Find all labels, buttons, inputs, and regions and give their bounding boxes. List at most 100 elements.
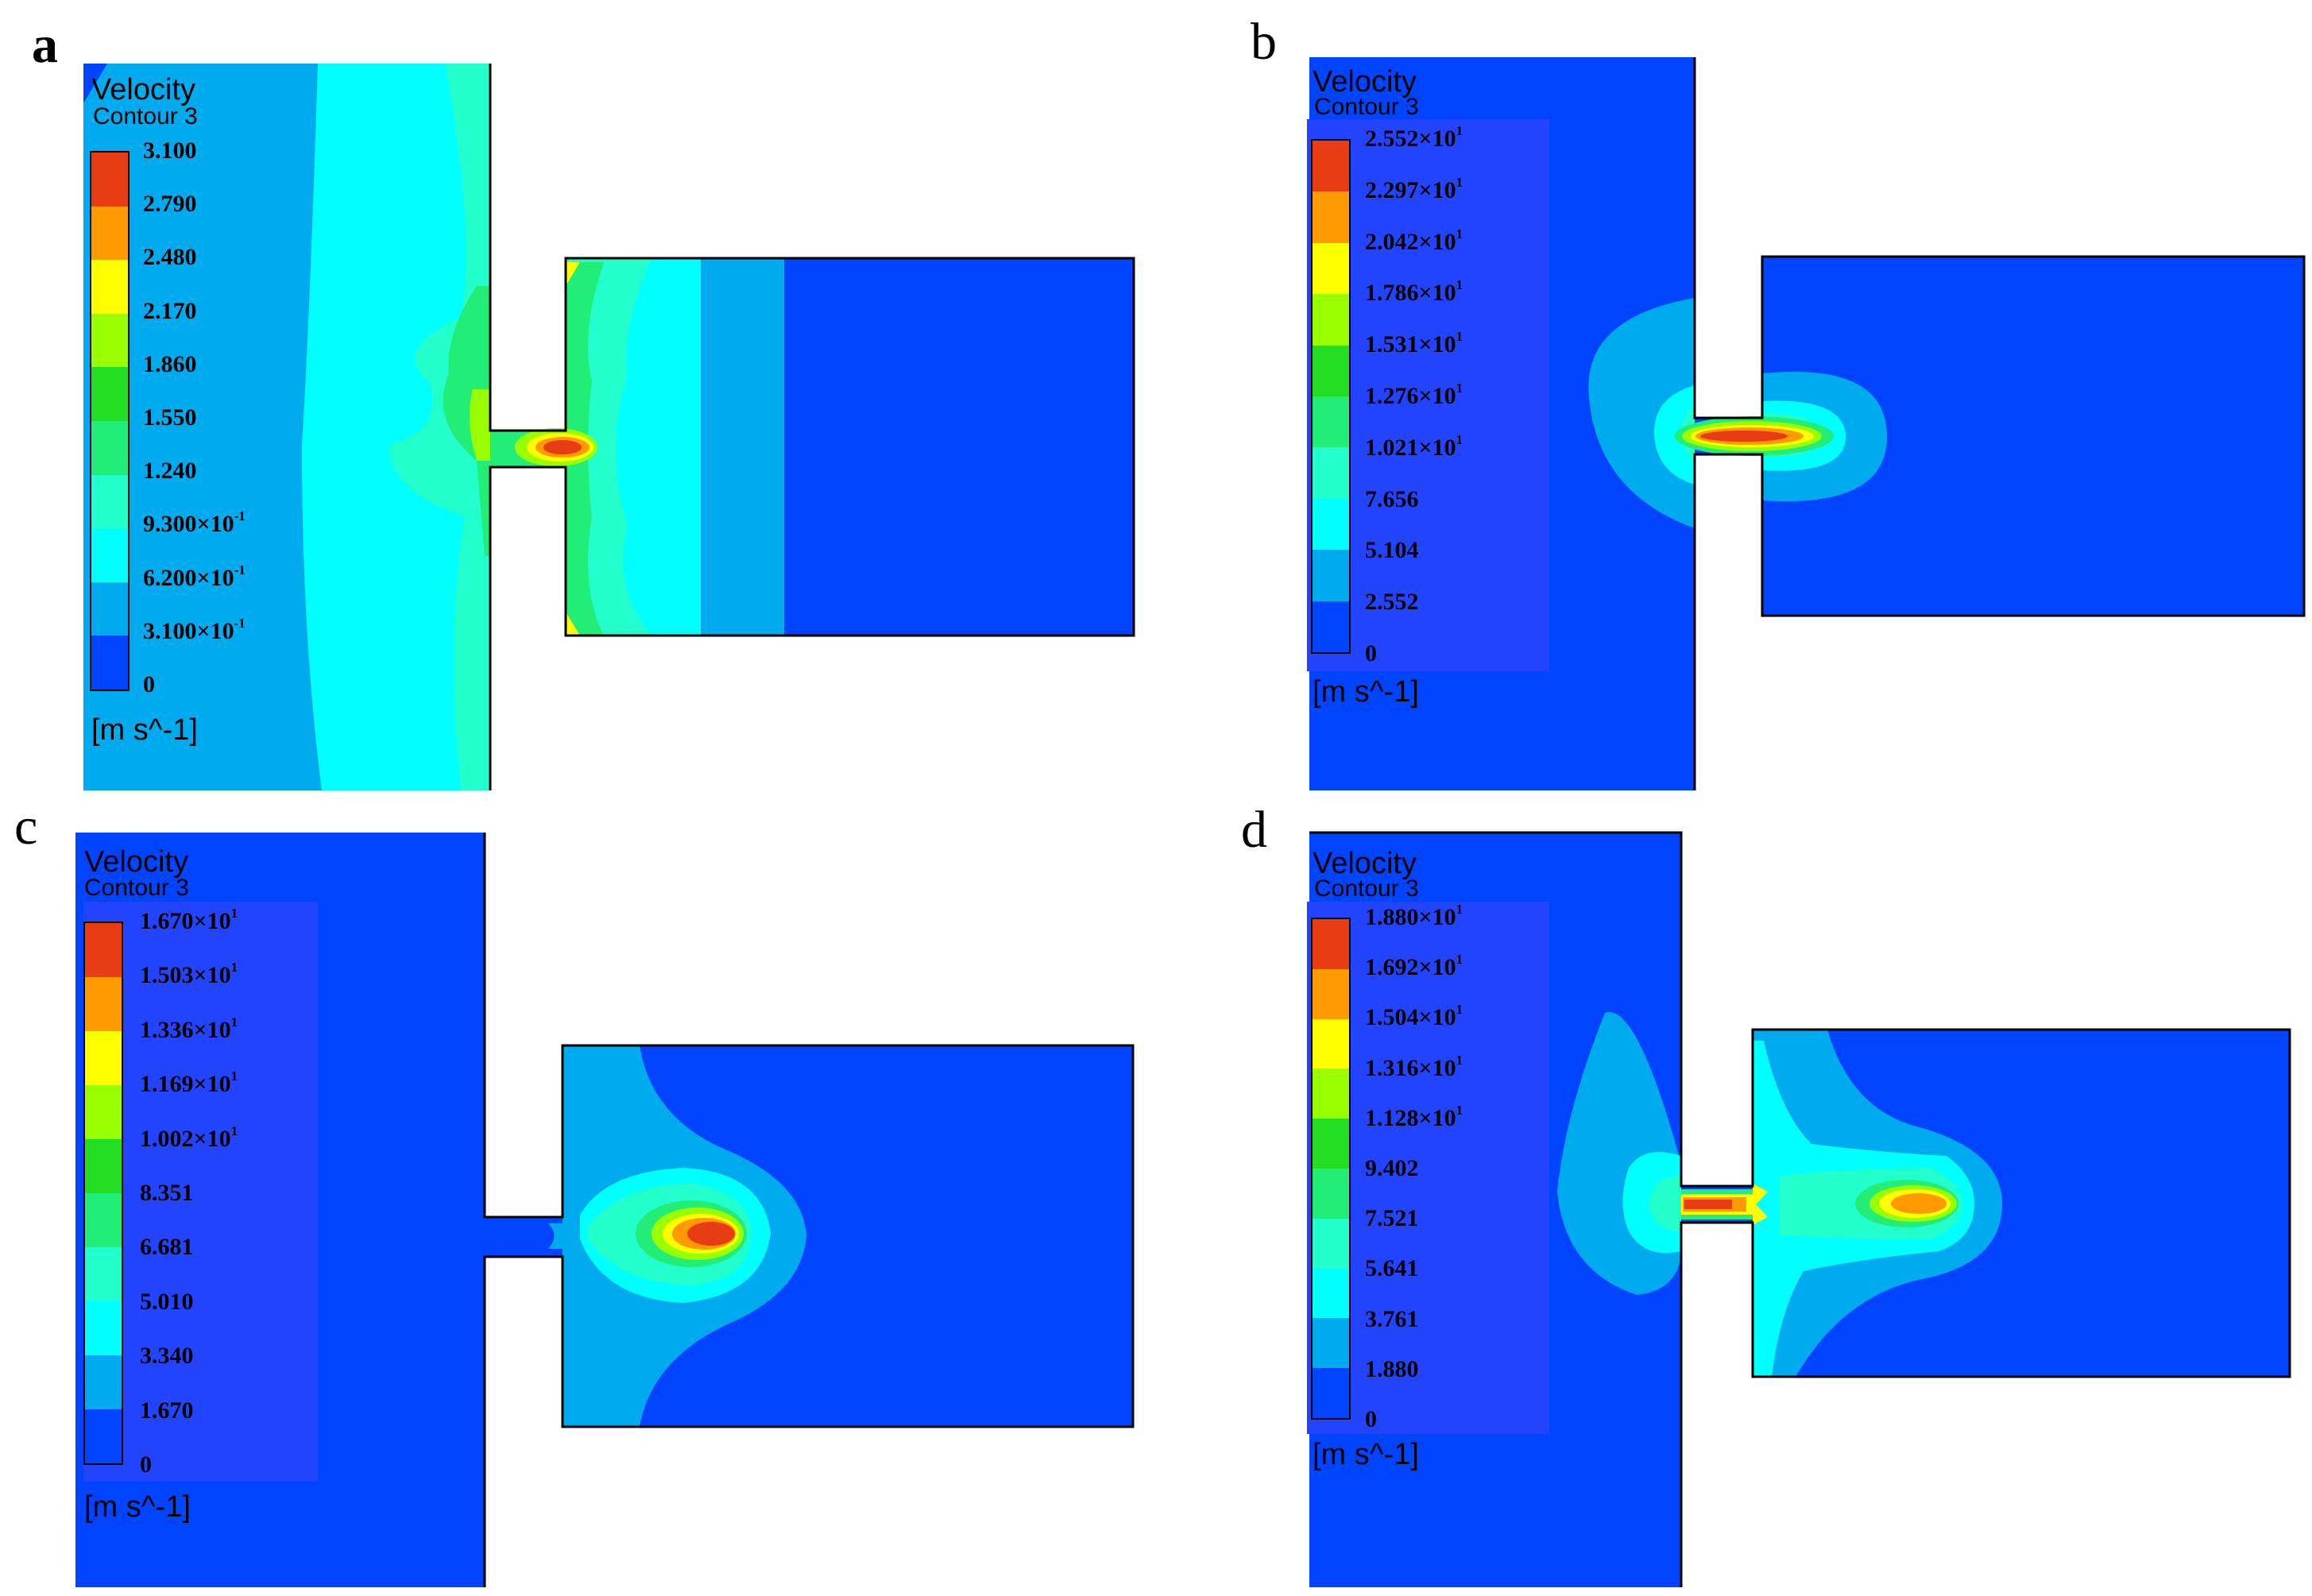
tick-label: 1.670 [140, 1397, 194, 1424]
tick-label: 3.761 [1365, 1305, 1419, 1332]
colorbar-band [1313, 1318, 1349, 1369]
tick-label: 1.021×101 [1365, 431, 1463, 461]
tick-label: 1.002×101 [140, 1123, 238, 1152]
tick-label: 1.531×101 [1365, 329, 1463, 358]
tick-label: 2.552×101 [1365, 123, 1463, 152]
tick-label: 1.504×101 [1365, 1002, 1463, 1031]
colorbar-band [1313, 294, 1349, 346]
colorbar-band [1313, 1218, 1349, 1269]
tick-label: 2.480 [143, 244, 197, 271]
tick-label: 1.169×101 [140, 1069, 238, 1098]
legend-subtitle-d: Contour 3 [1314, 875, 1419, 902]
tick-label: 1.860 [143, 350, 197, 377]
legend-subtitle-a: Contour 3 [93, 103, 198, 129]
colorbar-a [90, 151, 130, 691]
tick-label: 1.240 [143, 458, 197, 485]
tick-label: 6.681 [140, 1234, 194, 1261]
colorbar-band [1313, 1119, 1349, 1169]
tick-label: 3.340 [140, 1343, 194, 1370]
legend-subtitle-c: Contour 3 [84, 875, 189, 901]
tick-label: 7.521 [1365, 1205, 1419, 1232]
colorbar-band [1313, 242, 1349, 295]
colorbar-band [91, 636, 128, 690]
tick-label: 1.550 [143, 404, 197, 431]
tick-label: 1.880 [1365, 1355, 1419, 1382]
colorbar-b [1311, 139, 1351, 654]
tick-label: 2.297×101 [1365, 174, 1463, 203]
colorbar-c [83, 922, 123, 1465]
colorbar-band [85, 1247, 122, 1301]
unit-label-c: [m s^-1] [84, 1490, 191, 1524]
colorbar-band [1313, 191, 1349, 243]
legend-title-b: Velocity [1313, 65, 1417, 99]
tick-label: 0 [140, 1451, 152, 1478]
tick-label: 1.503×101 [140, 960, 238, 989]
tick-label: 0 [1365, 640, 1377, 667]
colorbar-band [1313, 1368, 1349, 1418]
colorbar-band [85, 977, 122, 1031]
velocity-contour-a [83, 64, 1135, 790]
tick-label: 0 [1365, 1406, 1377, 1432]
colorbar-band [85, 1355, 122, 1409]
colorbar-band [85, 1139, 122, 1193]
panel-letter-d: d [1241, 801, 1267, 859]
colorbar-band [1313, 550, 1349, 601]
tick-label: 1.786×101 [1365, 277, 1463, 307]
colorbar-band [1313, 1169, 1349, 1219]
tick-label: 1.336×101 [140, 1014, 238, 1043]
tick-label: 6.200×10-1 [143, 562, 246, 591]
colorbar-band [1313, 498, 1349, 551]
legend-title-c: Velocity [84, 845, 188, 879]
colorbar-band [91, 260, 128, 314]
panel-letter-c: c [14, 798, 38, 856]
colorbar-band [1313, 919, 1349, 969]
tick-label: 1.692×101 [1365, 952, 1463, 981]
colorbar-band [91, 528, 128, 582]
tick-label: 1.670×101 [140, 906, 238, 934]
panel-a [0, 0, 1156, 794]
colorbar-band [1313, 601, 1349, 652]
colorbar-band [91, 313, 128, 368]
panel-letter-b: b [1251, 13, 1277, 71]
colorbar-band [85, 1031, 122, 1085]
colorbar-band [91, 421, 128, 475]
tick-label: 1.880×101 [1365, 902, 1463, 930]
colorbar-band [1313, 396, 1349, 448]
tick-label: 5.010 [140, 1288, 194, 1315]
tick-label: 0 [143, 671, 155, 698]
tick-label: 9.300×10-1 [143, 508, 246, 538]
tick-label: 2.790 [143, 191, 197, 218]
tick-label: 5.104 [1365, 537, 1419, 564]
colorbar-band [85, 1085, 122, 1139]
colorbar-band [1313, 1018, 1349, 1069]
colorbar-band [1313, 345, 1349, 396]
tick-label: 7.656 [1365, 485, 1419, 512]
colorbar-band [91, 206, 128, 261]
tick-label: 3.100×10-1 [143, 615, 246, 644]
tick-label: 2.552 [1365, 589, 1419, 616]
unit-label-d: [m s^-1] [1313, 1438, 1419, 1471]
colorbar-band [85, 1409, 122, 1463]
legend-title-d: Velocity [1313, 847, 1417, 880]
panel-letter-a: a [32, 16, 58, 74]
colorbar-band [1313, 447, 1349, 499]
colorbar-band [85, 923, 122, 977]
tick-label: 9.402 [1365, 1155, 1419, 1181]
colorbar-band [91, 153, 128, 207]
tick-label: 1.276×101 [1365, 381, 1463, 409]
unit-label-b: [m s^-1] [1313, 675, 1419, 709]
colorbar-band [1313, 1069, 1349, 1119]
colorbar-band [1313, 968, 1349, 1019]
tick-label: 1.316×101 [1365, 1052, 1463, 1081]
colorbar-d [1311, 918, 1351, 1420]
tick-label: 2.042×101 [1365, 226, 1463, 255]
colorbar-band [91, 582, 128, 636]
tick-label: 2.170 [143, 297, 197, 324]
colorbar-band [85, 1301, 122, 1355]
unit-label-a: [m s^-1] [91, 713, 198, 747]
colorbar-band [91, 474, 128, 529]
tick-label: 8.351 [140, 1180, 194, 1206]
colorbar-band [1313, 1268, 1349, 1319]
colorbar-band [85, 1193, 122, 1247]
tick-label: 5.641 [1365, 1255, 1419, 1282]
